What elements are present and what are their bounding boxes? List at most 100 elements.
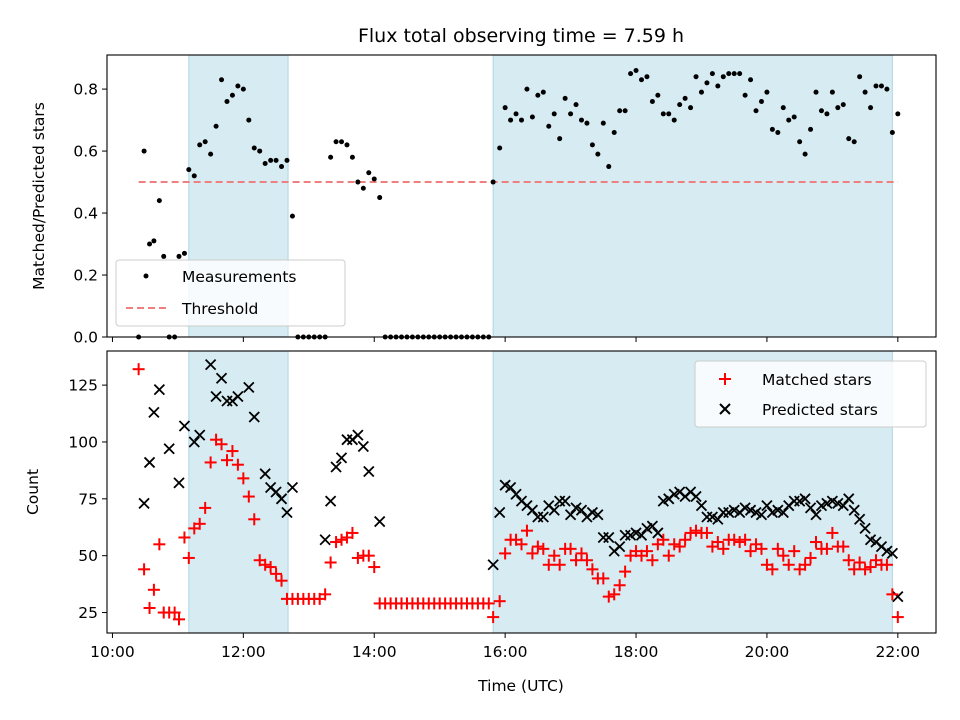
measurement-point bbox=[846, 136, 852, 142]
matched-point bbox=[231, 458, 244, 471]
measurement-point bbox=[715, 83, 721, 89]
predicted-point bbox=[153, 384, 165, 396]
matched-point bbox=[570, 554, 583, 567]
matched-point bbox=[564, 542, 577, 555]
measurement-point bbox=[824, 111, 830, 117]
top-highlight-bands bbox=[188, 54, 893, 338]
measurement-point bbox=[818, 108, 824, 114]
predicted-point bbox=[204, 359, 217, 371]
measurement-point bbox=[161, 253, 167, 259]
measurement-point bbox=[600, 120, 606, 126]
matched-point bbox=[673, 540, 686, 553]
measurement-point bbox=[529, 114, 535, 120]
matched-point bbox=[848, 563, 861, 576]
matched-point bbox=[657, 533, 670, 546]
measurement-point bbox=[813, 89, 819, 95]
x-tick-label: 14:00 bbox=[352, 643, 397, 661]
matched-point bbox=[526, 547, 539, 560]
matched-point bbox=[580, 554, 593, 567]
measurement-point bbox=[181, 250, 187, 256]
measurement-point bbox=[688, 105, 694, 111]
matched-point bbox=[880, 558, 893, 571]
matched-point bbox=[542, 558, 555, 571]
measurement-point bbox=[344, 142, 350, 148]
measurement-point bbox=[758, 98, 764, 104]
predicted-point bbox=[232, 390, 244, 403]
matched-point bbox=[602, 590, 615, 603]
matched-point bbox=[597, 572, 610, 585]
matched-point bbox=[733, 536, 746, 549]
measurement-point bbox=[611, 129, 617, 135]
predicted-point bbox=[363, 465, 375, 478]
predicted-point bbox=[275, 493, 288, 505]
predicted-point bbox=[755, 509, 768, 521]
predicted-point bbox=[494, 506, 506, 519]
y-tick-label: 0.6 bbox=[73, 143, 98, 161]
measurement-point bbox=[328, 154, 334, 160]
measurement-point bbox=[229, 92, 235, 98]
matched-point bbox=[487, 611, 500, 624]
measurement-point bbox=[176, 253, 182, 259]
bottom-y-axis-label: Count bbox=[24, 469, 42, 515]
matched-point bbox=[586, 563, 599, 576]
measurement-point bbox=[595, 151, 601, 157]
matched-point bbox=[264, 561, 277, 574]
predicted-point bbox=[526, 504, 539, 516]
top-x-ticks bbox=[111, 337, 899, 342]
legend-predicted-label: Predicted stars bbox=[762, 401, 878, 419]
matched-point bbox=[324, 556, 337, 569]
predicted-point bbox=[712, 513, 724, 525]
legend-threshold-label: Threshold bbox=[181, 300, 258, 318]
predicted-point bbox=[173, 477, 185, 489]
measurement-point bbox=[889, 129, 895, 135]
measurement-point bbox=[339, 139, 345, 145]
matched-point bbox=[537, 542, 550, 555]
y-tick-label: 0.4 bbox=[73, 205, 98, 223]
matched-point bbox=[178, 531, 191, 544]
legend-predicted-marker bbox=[719, 403, 731, 415]
measurement-point bbox=[862, 89, 868, 95]
measurement-point bbox=[633, 67, 639, 73]
legend-measurements-marker bbox=[143, 273, 149, 279]
measurement-point bbox=[731, 71, 737, 77]
measurement-point bbox=[224, 98, 230, 104]
measurement-point bbox=[797, 139, 803, 145]
matched-point bbox=[242, 490, 255, 503]
measurement-point bbox=[622, 108, 628, 114]
measurement-point bbox=[873, 83, 879, 89]
measurement-point bbox=[219, 77, 225, 83]
matched-point bbox=[226, 445, 239, 458]
predicted-point bbox=[357, 440, 369, 453]
predicted-point bbox=[810, 509, 822, 521]
matched-point bbox=[368, 561, 381, 574]
matched-point bbox=[711, 536, 724, 549]
predicted-point bbox=[635, 529, 648, 541]
bottom-plot-frame bbox=[106, 350, 937, 634]
predicted-point bbox=[188, 436, 200, 448]
measurement-point bbox=[666, 111, 672, 117]
measurement-point bbox=[573, 102, 579, 108]
measurement-point bbox=[568, 111, 574, 117]
predicted-point bbox=[210, 390, 222, 403]
matched-point bbox=[799, 558, 812, 571]
count-points bbox=[132, 359, 904, 626]
matched-point bbox=[864, 561, 877, 574]
matched-point bbox=[482, 597, 495, 610]
x-axis-label: Time (UTC) bbox=[477, 677, 564, 695]
predicted-point bbox=[837, 500, 849, 512]
measurement-point bbox=[578, 117, 584, 123]
predicted-point bbox=[243, 381, 255, 394]
matched-point bbox=[168, 606, 181, 619]
predicted-point bbox=[510, 488, 522, 500]
matched-point bbox=[182, 551, 195, 564]
matched-point bbox=[499, 547, 512, 560]
matched-point bbox=[172, 613, 185, 626]
matched-point bbox=[575, 547, 588, 560]
measurement-point bbox=[147, 241, 153, 247]
measurement-point bbox=[366, 170, 372, 176]
measurement-point bbox=[273, 157, 279, 163]
predicted-point bbox=[859, 522, 871, 535]
predicted-point bbox=[646, 520, 659, 532]
predicted-point bbox=[843, 493, 855, 505]
measurement-point bbox=[546, 123, 552, 129]
